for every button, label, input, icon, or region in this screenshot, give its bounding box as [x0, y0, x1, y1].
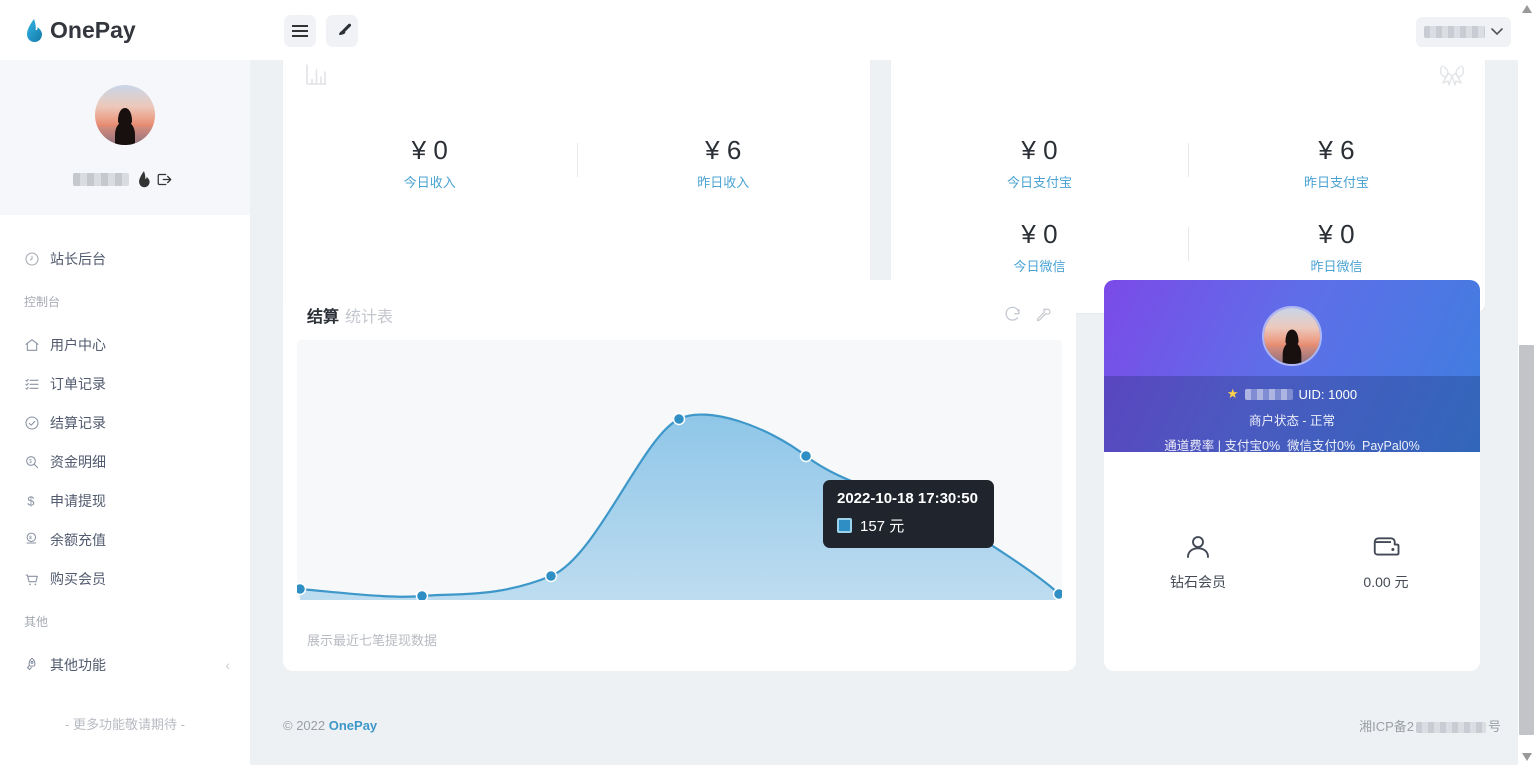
svg-text:$: $: [29, 535, 32, 541]
svg-text:$: $: [29, 459, 32, 465]
svg-text:$: $: [27, 494, 34, 508]
